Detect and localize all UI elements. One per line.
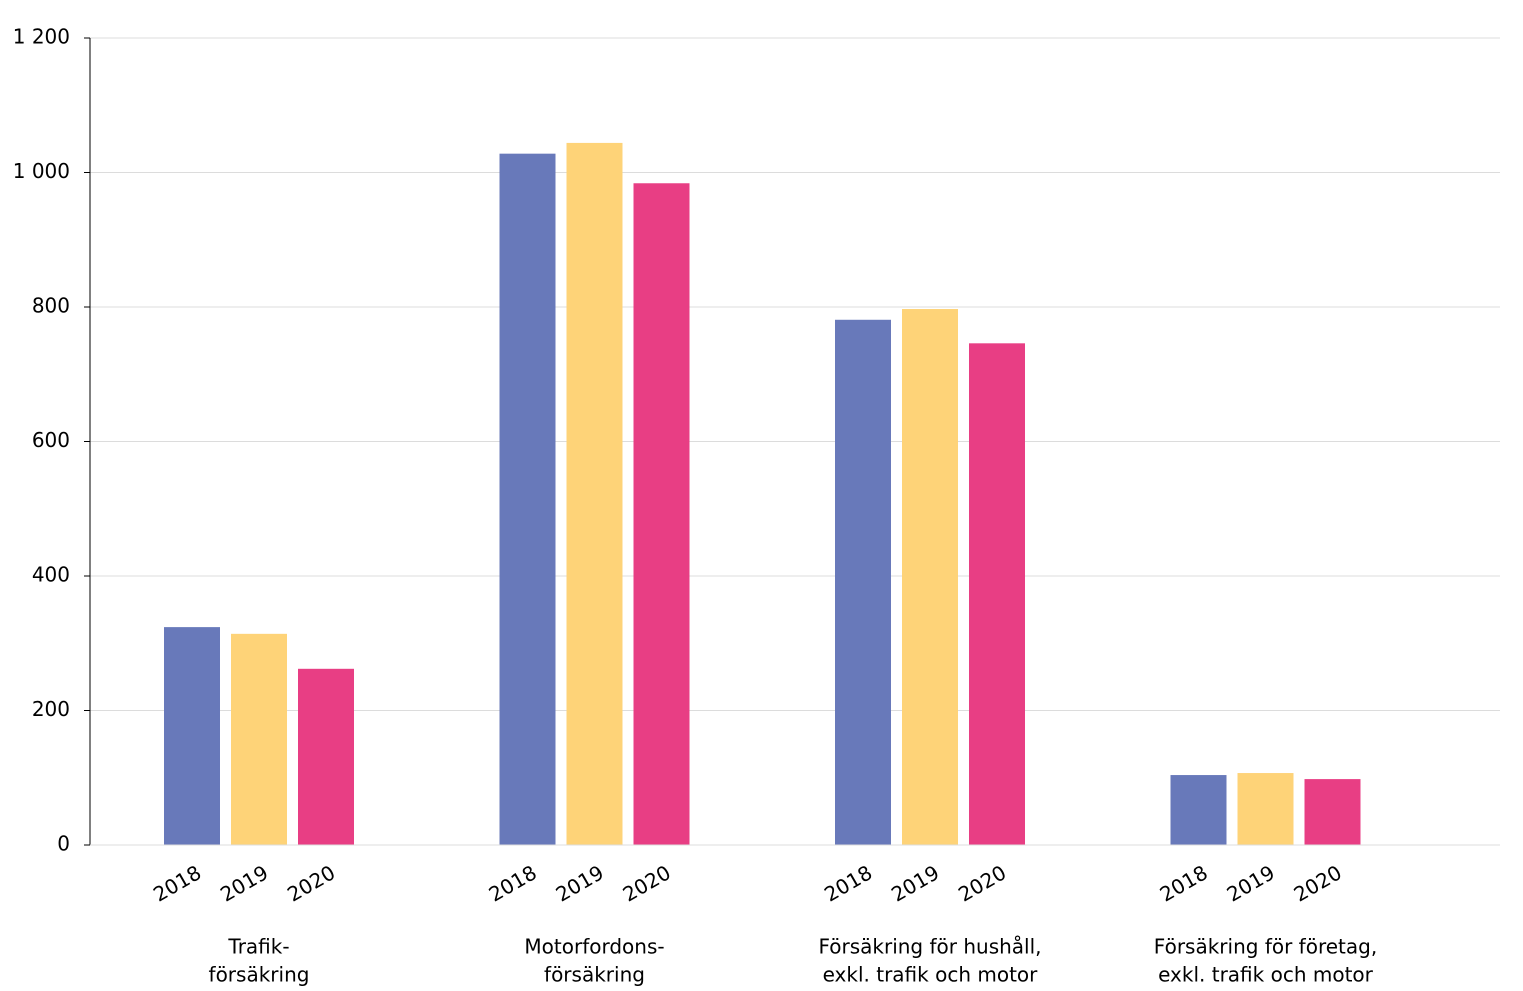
bar xyxy=(298,668,354,845)
bar-year-label: 2019 xyxy=(216,860,272,906)
bar-year-label: 2019 xyxy=(552,860,608,906)
bar-year-label: 2020 xyxy=(1290,860,1346,906)
y-tick-label: 800 xyxy=(32,294,70,318)
x-category-label: försäkring xyxy=(209,963,310,987)
x-category-label: Trafik- xyxy=(227,935,289,959)
x-category-label: exkl. trafik och motor xyxy=(1158,963,1374,987)
bar-year-label: 2018 xyxy=(820,860,876,906)
bar-year-label: 2019 xyxy=(1223,860,1279,906)
bar-year-label: 2020 xyxy=(954,860,1010,906)
bar xyxy=(1304,779,1361,845)
bar xyxy=(835,319,891,846)
bar xyxy=(902,309,958,846)
y-tick-label: 1 200 xyxy=(13,25,70,49)
bar xyxy=(1237,773,1294,845)
y-tick-label: 1 000 xyxy=(13,159,70,183)
x-category-label: exkl. trafik och motor xyxy=(823,963,1039,987)
bar xyxy=(969,343,1025,845)
bar-year-label: 2020 xyxy=(619,860,675,906)
x-category-label: Motorfordons- xyxy=(524,935,664,959)
x-category-label: Försäkring för företag, xyxy=(1154,935,1377,959)
y-tick-label: 0 xyxy=(57,832,70,856)
y-tick-label: 200 xyxy=(32,697,70,721)
bar-year-label: 2018 xyxy=(485,860,541,906)
bar-year-label: 2018 xyxy=(1156,860,1212,906)
bar xyxy=(633,183,690,845)
bar-year-label: 2018 xyxy=(149,860,205,906)
y-tick-label: 600 xyxy=(32,428,70,452)
bar-year-label: 2019 xyxy=(887,860,943,906)
x-category-label: Försäkring för hushåll, xyxy=(818,935,1041,959)
y-tick-label: 400 xyxy=(32,563,70,587)
bar xyxy=(164,627,220,845)
bar xyxy=(499,153,556,846)
bar xyxy=(1170,775,1227,845)
x-category-label: försäkring xyxy=(544,963,645,987)
bar xyxy=(231,633,287,845)
bar-year-label: 2020 xyxy=(283,860,339,906)
bar xyxy=(566,142,623,845)
